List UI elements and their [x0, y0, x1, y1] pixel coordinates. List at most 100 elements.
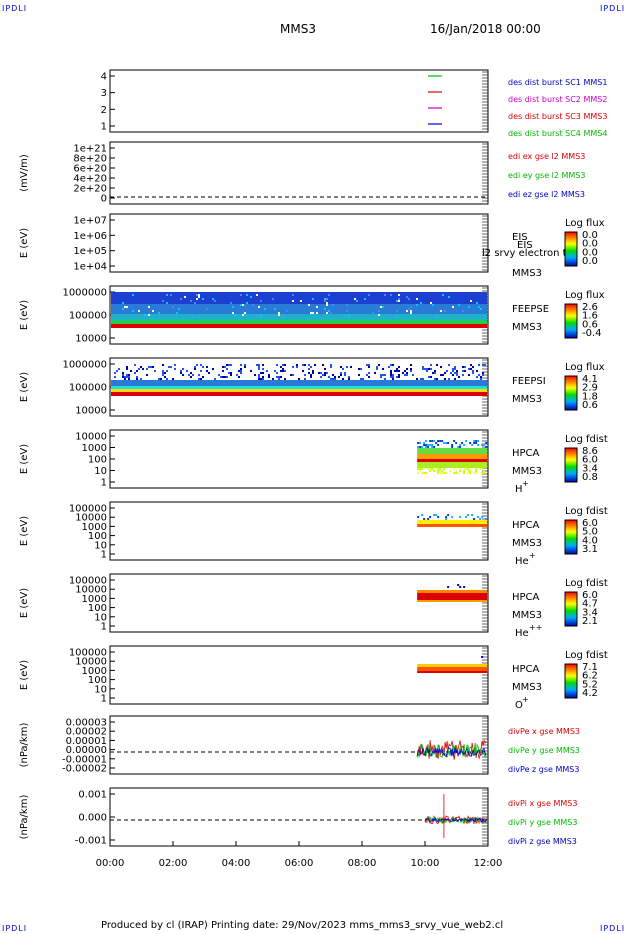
hpca-band [417, 448, 487, 454]
spectrogram-cell [230, 374, 232, 376]
spectrogram-cell [148, 314, 150, 316]
spectrogram-cell [366, 364, 368, 366]
spectrogram-cell [226, 364, 228, 366]
spectrogram-cell [166, 294, 168, 296]
spectrogram-cell [445, 472, 448, 474]
spectrogram-cell [392, 376, 394, 378]
spectrogram-cell [421, 472, 424, 474]
spectrogram-cell [447, 442, 450, 444]
hpca-spectrogram-p8 [417, 584, 487, 602]
spectrogram-cell [441, 470, 444, 472]
spectrogram-cell [284, 364, 286, 366]
spectrogram-cell [421, 468, 424, 470]
spectrogram-cell [481, 472, 484, 474]
spectrogram-cell [410, 368, 412, 370]
spectrogram-cell [166, 370, 168, 372]
hpca-band [417, 462, 487, 468]
spectrogram-cell [480, 308, 482, 310]
spectrogram-cell [138, 310, 140, 312]
spectrogram-cell [276, 364, 278, 366]
spectrogram-cell [182, 374, 184, 376]
panel-p4: 1000000 100000 10000 E (eV) FEEPSE MMS3 Log fl… [19, 285, 605, 345]
colorbar-value: 1.6 [582, 311, 598, 322]
spectrogram-cell [206, 308, 208, 310]
spectrogram-cell [475, 440, 478, 442]
spectrogram-cell [190, 376, 192, 378]
spectrogram-cell [451, 516, 454, 518]
spectrogram-cell [433, 446, 436, 448]
spectrogram-cell [392, 314, 394, 316]
hpca-band [417, 590, 487, 593]
spectrogram-cell [454, 378, 456, 380]
spectrogram-cell [264, 308, 266, 310]
spectrogram-cell [453, 468, 456, 470]
spectrogram-cell [126, 368, 128, 370]
colorbar-value: 6.2 [582, 671, 598, 682]
hpca-band [417, 454, 487, 459]
spectrogram-cell [394, 370, 396, 372]
spectrogram-cell [481, 516, 484, 518]
spectrogram-cell [188, 374, 190, 376]
spectrogram-cell [136, 370, 138, 372]
spectrogram-cell [429, 444, 432, 446]
spectrogram-cell [316, 312, 318, 314]
spectrogram-cell [340, 366, 342, 368]
spectrogram-cell [268, 376, 270, 378]
spacecraft-label: MMS3 [512, 682, 542, 693]
spectrogram-cell [479, 468, 482, 470]
spectrogram-cell [116, 370, 118, 372]
band-cyan [111, 386, 487, 389]
series-line [424, 817, 488, 824]
legend-entry: edi ex gse l2 MMS3 [508, 152, 585, 161]
y-axis-label: E (eV) [19, 300, 30, 330]
spectrogram-cell [440, 366, 442, 368]
spectrogram-cell [417, 516, 420, 518]
y-tick-label: 1 [101, 550, 107, 561]
hpca-band [417, 524, 487, 527]
spectrogram-cell [276, 372, 278, 374]
spectrogram-cell [310, 376, 312, 378]
spectrogram-cell [282, 368, 284, 370]
spectrogram-cell [172, 306, 174, 308]
spectrogram-cell [477, 444, 480, 446]
spectrogram-cell [292, 294, 294, 296]
colorbar-value: 6.0 [582, 455, 598, 466]
spectrogram-cell [182, 368, 184, 370]
spectrogram-cell [368, 372, 370, 374]
spectrogram-cell [358, 374, 360, 376]
band-cyan [111, 314, 487, 320]
spectrogram-cell [421, 514, 424, 516]
species-label: O [515, 700, 523, 711]
spectrogram-cell [164, 376, 166, 378]
colorbar-value: 4.2 [582, 688, 598, 699]
spectrogram-cell [328, 294, 330, 296]
legend-entry: divPi x gse MMS3 [508, 799, 577, 808]
y-tick-label: 1000 [82, 666, 107, 677]
spectrogram-cell [431, 444, 434, 446]
spectrogram-cell [240, 364, 242, 366]
spectrogram-cell [344, 372, 346, 374]
spectrogram-cell [453, 440, 456, 442]
spectrogram-cell [484, 364, 486, 366]
spectrogram-cell [324, 298, 326, 300]
spectrogram-cell [330, 364, 332, 366]
spectrogram-cell [114, 376, 116, 378]
y-tick-label: 1000000 [62, 288, 107, 299]
spectrogram-cell [258, 306, 260, 308]
y-tick-label: 100 [88, 455, 107, 466]
spectrogram-cell [146, 368, 148, 370]
legend-entry: des dist burst SC1 MMS1 [508, 78, 607, 87]
spectrogram-cell [268, 374, 270, 376]
x-tick-label: 02:00 [159, 858, 188, 869]
feepsi-spectrogram [111, 364, 487, 396]
spectrogram-cell [432, 314, 434, 316]
spectrogram-cell [412, 374, 414, 376]
y-tick-label: -0.00002 [62, 764, 107, 775]
spectrogram-cell [481, 444, 484, 446]
spectrogram-cell [134, 364, 136, 366]
spectrogram-cell [126, 374, 128, 376]
spectrogram-cell [419, 446, 422, 448]
y-axis-label: (mV/m) [19, 154, 30, 192]
y-tick-label: 10000 [75, 334, 107, 345]
colorbar [564, 447, 578, 483]
